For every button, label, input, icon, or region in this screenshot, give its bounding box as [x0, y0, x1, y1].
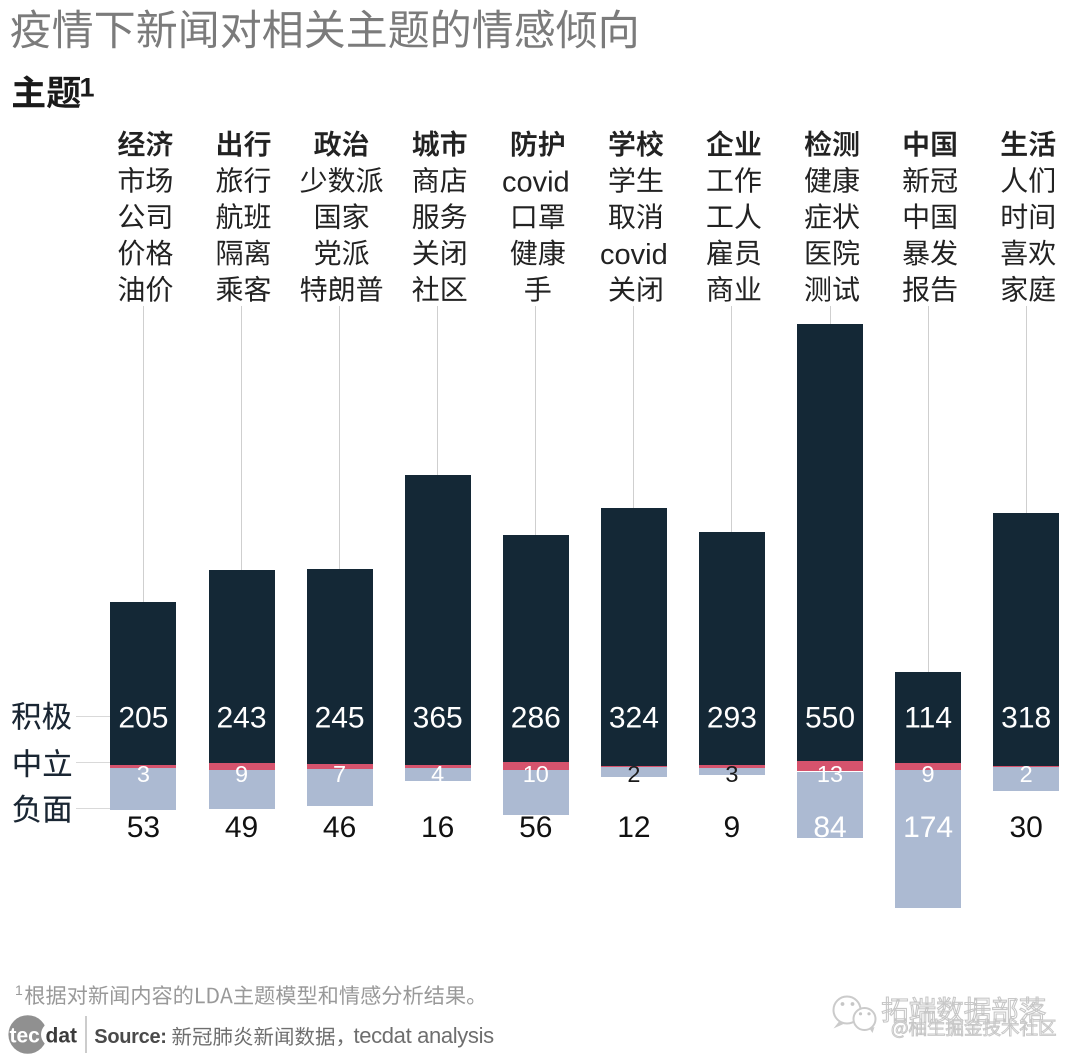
svg-text:243: 243 — [216, 701, 266, 734]
svg-text:53: 53 — [127, 811, 160, 844]
svg-text:46: 46 — [323, 811, 356, 844]
svg-text:1: 1 — [15, 982, 23, 998]
svg-text:9: 9 — [235, 761, 248, 787]
svg-text:114: 114 — [904, 701, 952, 734]
svg-text:318: 318 — [1001, 701, 1051, 734]
svg-text:205: 205 — [118, 701, 168, 734]
svg-text:49: 49 — [225, 811, 258, 844]
svg-text:9: 9 — [922, 761, 935, 787]
svg-text:550: 550 — [805, 701, 855, 734]
svg-text:286: 286 — [511, 701, 561, 734]
svg-text:3: 3 — [725, 761, 738, 787]
svg-text:tecdat analysis: tecdat analysis — [354, 1023, 495, 1048]
svg-text:dat: dat — [46, 1025, 78, 1048]
svg-text:13: 13 — [817, 761, 843, 787]
svg-text:365: 365 — [413, 701, 463, 734]
svg-text:12: 12 — [617, 811, 650, 844]
svg-text:56: 56 — [519, 811, 552, 844]
svg-text:84: 84 — [813, 811, 846, 844]
svg-text:30: 30 — [1010, 811, 1043, 844]
svg-text:2: 2 — [627, 761, 640, 787]
svg-text:9: 9 — [724, 811, 741, 844]
svg-text:245: 245 — [315, 701, 365, 734]
svg-text:10: 10 — [523, 761, 549, 787]
svg-text:2: 2 — [1020, 761, 1033, 787]
svg-text:3: 3 — [137, 761, 150, 787]
svg-text:7: 7 — [333, 761, 346, 787]
svg-text:Source:: Source: — [94, 1026, 166, 1048]
svg-text:293: 293 — [707, 701, 757, 734]
svg-text:1: 1 — [80, 73, 95, 103]
svg-text:324: 324 — [609, 701, 659, 734]
svg-text:174: 174 — [903, 811, 953, 844]
svg-text:covid: covid — [502, 166, 570, 198]
svg-text:4: 4 — [431, 761, 444, 787]
svg-text:16: 16 — [421, 811, 454, 844]
svg-text:tec: tec — [10, 1025, 41, 1048]
svg-text:covid: covid — [600, 239, 668, 271]
